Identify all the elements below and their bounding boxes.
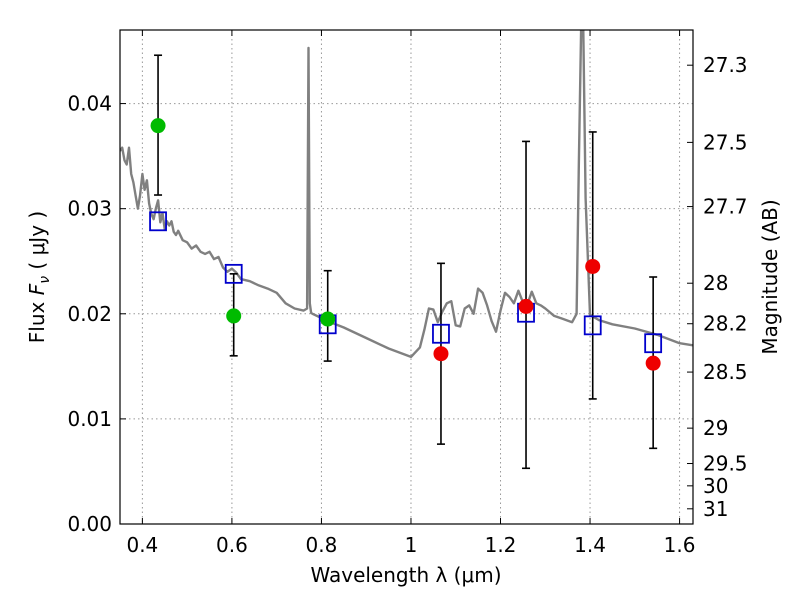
series-group bbox=[120, 30, 693, 470]
plot-frame bbox=[119, 29, 694, 525]
model-point-square bbox=[583, 315, 602, 336]
y2-tick-label: 27.3 bbox=[703, 53, 748, 77]
y2-axis-title: Magnitude (AB) bbox=[758, 199, 782, 354]
detection-point-red bbox=[645, 355, 661, 371]
y2-tick-label: 28 bbox=[703, 271, 728, 295]
grid-layer bbox=[120, 30, 693, 524]
y-tick-label: 0.00 bbox=[67, 512, 112, 536]
x-tick-label: 0.6 bbox=[216, 533, 248, 557]
y2-tick-label: 29.5 bbox=[703, 452, 748, 476]
y2-tick-label: 27.7 bbox=[703, 195, 748, 219]
model-point-square bbox=[149, 211, 167, 232]
y-axis-title-symbol: F bbox=[25, 283, 49, 295]
x-axis-title: Wavelength λ (μm) bbox=[310, 563, 501, 587]
tick-layer: 0.4 0.6 0.8 1 1.2 1.4 1.6 0.00 0.01 0.02 0.03 0.04 2… bbox=[67, 30, 748, 557]
y-tick-label: 0.04 bbox=[67, 92, 112, 116]
y-axis-title-prefix: Flux bbox=[25, 295, 49, 343]
y-tick-label: 0.03 bbox=[67, 197, 112, 221]
y2-tick-label: 28.2 bbox=[703, 312, 748, 336]
y2-tick-label: 30 bbox=[703, 474, 728, 498]
model-point-square bbox=[644, 333, 663, 354]
y2-tick-label: 28.5 bbox=[703, 360, 748, 384]
detection-point-red bbox=[585, 258, 601, 274]
y-axis-title-subscript: ν bbox=[37, 276, 53, 284]
y-tick-label: 0.02 bbox=[67, 302, 112, 326]
y2-tick-label: 29 bbox=[703, 416, 728, 440]
detection-point-red bbox=[433, 346, 449, 362]
x-tick-label: 1 bbox=[405, 533, 418, 557]
model-point-square bbox=[224, 263, 243, 284]
detection-point-green bbox=[226, 308, 242, 324]
x-tick-label: 0.4 bbox=[126, 533, 158, 557]
detection-point-green bbox=[150, 118, 166, 134]
x-tick-label: 1.6 bbox=[664, 533, 696, 557]
y2-tick-label: 31 bbox=[703, 497, 728, 521]
y-tick-label: 0.01 bbox=[67, 407, 112, 431]
x-tick-label: 1.4 bbox=[574, 533, 606, 557]
y2-tick-label: 27.5 bbox=[703, 130, 748, 154]
y-axis-title: Flux Fν ( μJy ) bbox=[25, 211, 53, 343]
series-layer bbox=[120, 30, 693, 470]
detection-point-green bbox=[320, 311, 336, 327]
model-spectrum-line bbox=[120, 30, 693, 359]
x-tick-label: 0.8 bbox=[306, 533, 338, 557]
y-axis-title-units: ( μJy ) bbox=[25, 211, 49, 276]
x-tick-label: 1.2 bbox=[485, 533, 517, 557]
detection-point-red bbox=[518, 298, 534, 314]
model-point-square bbox=[432, 323, 450, 344]
